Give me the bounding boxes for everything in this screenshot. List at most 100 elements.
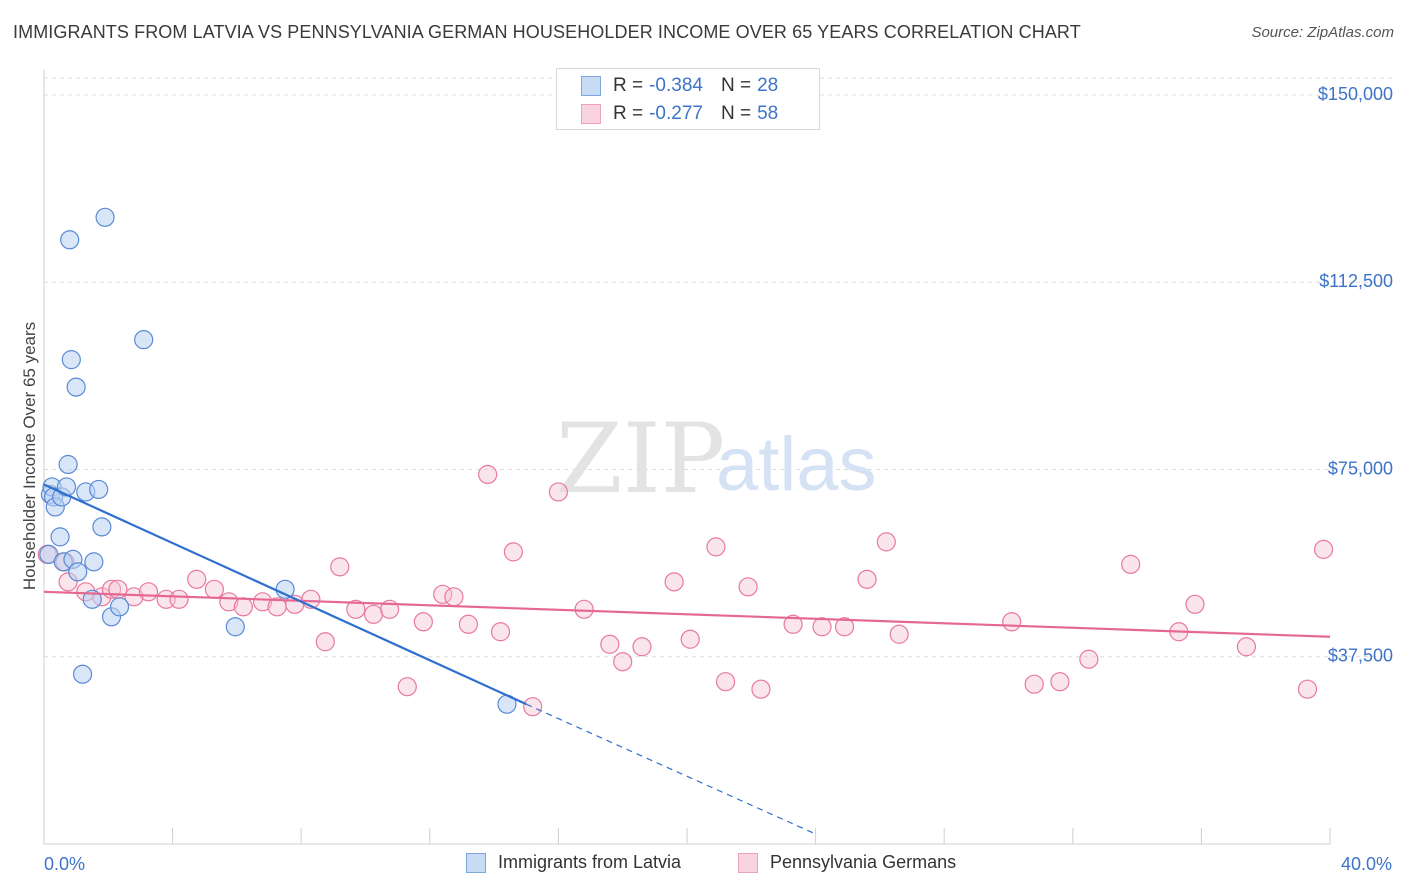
pink-point: [751, 679, 771, 699]
pink-point: [1002, 612, 1022, 632]
pink-point: [346, 599, 366, 619]
chart-title: IMMIGRANTS FROM LATVIA VS PENNSYLVANIA G…: [13, 22, 1081, 42]
watermark-zip: ZIP: [556, 403, 725, 515]
x-tick-label-max: 40.0%: [1341, 854, 1392, 874]
y-tick-label: $75,000: [1328, 458, 1393, 478]
pink-point: [478, 464, 498, 485]
blue-point: [68, 562, 88, 582]
pink-point: [706, 537, 726, 557]
legend-n-value: 28: [757, 75, 779, 96]
pink-point: [444, 587, 464, 607]
pink-point: [889, 624, 909, 644]
pink-point: [187, 569, 207, 589]
pink-point: [138, 582, 159, 602]
series-blue-points: [39, 207, 517, 714]
blue-point: [50, 527, 70, 547]
legend-r-label: R =: [613, 75, 644, 96]
pink-point: [1024, 674, 1044, 694]
pink-point: [812, 617, 832, 637]
source-label: Source: ZipAtlas.com: [1251, 24, 1394, 41]
pink-point: [857, 569, 877, 589]
y-tick-label: $150,000: [1318, 84, 1393, 104]
stats-legend: R = -0.384 N = 28 R = -0.277 N = 58: [556, 68, 820, 130]
pink-point: [834, 617, 855, 637]
pink-point: [1121, 554, 1141, 574]
blue-point: [61, 350, 81, 370]
blue-point: [275, 579, 295, 599]
legend-n-value: 58: [757, 103, 779, 124]
bottom-legend-swatch-blue: [466, 852, 486, 873]
blue-point: [95, 207, 115, 227]
pink-point: [1079, 649, 1099, 669]
pink-point: [715, 672, 736, 692]
pink-point: [523, 697, 543, 717]
bottom-legend-label-pennsylvania: Pennsylvania Germans: [770, 852, 957, 872]
x-tick-label-min: 0.0%: [44, 854, 85, 874]
blue-trend-extension: [526, 703, 816, 835]
pink-point: [233, 597, 253, 617]
legend-r-value: -0.277: [649, 103, 703, 124]
pink-point: [458, 614, 478, 634]
pink-point: [1050, 672, 1070, 692]
pink-point: [1185, 594, 1205, 614]
y-tick-labels: $37,500 $75,000 $112,500 $150,000: [1318, 84, 1393, 666]
blue-point: [89, 479, 109, 500]
watermark: ZIP atlas: [556, 403, 877, 515]
pink-point: [315, 632, 335, 652]
pink-point: [204, 579, 224, 599]
blue-point: [82, 589, 102, 609]
y-tick-label: $112,500: [1319, 271, 1393, 291]
trend-lines: [43, 483, 1331, 835]
blue-point: [56, 477, 77, 497]
blue-point: [58, 454, 78, 475]
pink-point: [574, 599, 594, 619]
pink-point: [632, 637, 652, 657]
blue-point: [72, 664, 93, 684]
pink-trend-line: [43, 590, 1331, 638]
pink-point: [363, 604, 384, 624]
pink-point: [1313, 539, 1334, 559]
legend-r-label: R =: [613, 103, 644, 124]
pink-point: [253, 592, 273, 612]
pink-point: [600, 634, 620, 654]
legend-row-pennsylvania: R = -0.277 N = 58: [581, 102, 778, 126]
blue-point: [109, 597, 130, 617]
pink-point: [1297, 679, 1318, 699]
y-tick-label: $37,500: [1328, 646, 1393, 666]
bottom-legend-latvia: Immigrants from Latvia: [466, 852, 681, 873]
legend-row-latvia: R = -0.384 N = 28: [581, 74, 778, 98]
bottom-legend-swatch-pink: [738, 852, 758, 873]
pink-point: [664, 572, 684, 592]
pink-point: [738, 577, 758, 597]
watermark-atlas: atlas: [716, 422, 877, 507]
blue-point: [225, 617, 245, 637]
pink-point: [548, 482, 569, 502]
pink-point: [490, 622, 511, 642]
pink-point: [433, 584, 453, 604]
pink-point: [613, 652, 633, 672]
pink-point: [169, 589, 189, 609]
pink-point: [783, 614, 803, 634]
bottom-legend-label-latvia: Immigrants from Latvia: [498, 852, 682, 872]
pink-point: [397, 677, 417, 697]
legend-r-value: -0.384: [649, 75, 703, 96]
legend-swatch-blue: [581, 76, 601, 96]
blue-point: [60, 230, 80, 250]
pink-point: [503, 542, 523, 562]
blue-point: [92, 517, 112, 537]
pink-point: [876, 532, 896, 552]
legend-swatch-pink: [581, 104, 601, 124]
legend-n-label: N =: [720, 75, 752, 96]
blue-trend-line: [43, 483, 527, 706]
x-tick-marks: [172, 828, 1331, 844]
blue-point: [134, 330, 154, 350]
pink-point: [330, 557, 350, 577]
pink-point: [680, 629, 700, 649]
pink-point: [1236, 637, 1257, 657]
pink-point: [413, 612, 433, 632]
pink-point: [124, 587, 144, 607]
gridlines: [44, 77, 1394, 658]
blue-point: [66, 377, 86, 397]
bottom-legend-pennsylvania: Pennsylvania Germans: [738, 852, 956, 873]
